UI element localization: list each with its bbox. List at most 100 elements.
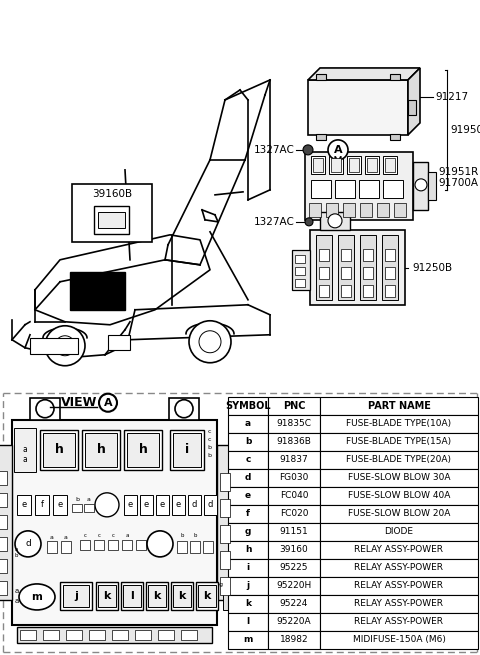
Text: RELAY ASSY-POWER: RELAY ASSY-POWER (355, 599, 444, 608)
Circle shape (199, 331, 221, 353)
Text: A: A (334, 145, 342, 155)
Bar (223, 582, 231, 610)
Text: b: b (14, 553, 18, 559)
Bar (66, 630, 82, 640)
Text: g: g (245, 527, 251, 536)
Bar (383, 156, 397, 174)
Bar (47, 541, 57, 553)
Bar (89, 630, 105, 640)
Bar (295, 255, 305, 263)
Text: e: e (22, 500, 26, 510)
Text: f: f (246, 510, 250, 518)
Bar (148, 585, 166, 607)
Bar (338, 235, 354, 300)
Text: 39160: 39160 (280, 546, 308, 554)
Text: c: c (84, 533, 86, 538)
Circle shape (15, 531, 41, 557)
Bar (17, 495, 31, 515)
Bar (85, 433, 117, 467)
Text: FC040: FC040 (280, 491, 308, 500)
Bar (158, 630, 174, 640)
Text: MIDIFUSE-150A (M6): MIDIFUSE-150A (M6) (353, 635, 445, 645)
Bar (268, 415, 320, 433)
Text: c: c (97, 533, 100, 538)
Bar (198, 585, 216, 607)
Bar (190, 541, 200, 553)
Bar (228, 613, 268, 631)
Text: a: a (23, 455, 27, 464)
Text: d: d (25, 539, 31, 548)
Bar (382, 235, 398, 300)
Bar (268, 397, 320, 415)
Bar (390, 134, 400, 140)
Ellipse shape (19, 584, 55, 610)
Text: d: d (208, 500, 213, 510)
Bar (84, 504, 94, 512)
Bar (173, 585, 191, 607)
Bar (316, 74, 326, 80)
Bar (320, 451, 478, 469)
Bar (363, 249, 373, 261)
Bar (385, 249, 395, 261)
Bar (268, 541, 320, 559)
Text: k: k (153, 591, 161, 601)
Text: i: i (185, 443, 189, 457)
Bar (228, 487, 268, 505)
Bar (96, 582, 118, 610)
Text: 91700A: 91700A (438, 178, 478, 188)
Text: k: k (245, 599, 251, 608)
Bar (94, 540, 104, 550)
Bar (320, 613, 478, 631)
Text: b: b (75, 497, 79, 502)
Bar (228, 505, 268, 523)
Bar (228, 469, 268, 487)
Bar (316, 134, 326, 140)
Bar (0, 581, 7, 595)
Bar (320, 559, 478, 577)
Bar (127, 433, 159, 467)
Bar (311, 156, 325, 174)
Bar (320, 595, 478, 613)
Bar (363, 267, 373, 279)
Text: 91837: 91837 (280, 455, 308, 464)
Text: 91151: 91151 (280, 527, 308, 536)
Text: e: e (160, 500, 165, 510)
Text: c: c (207, 438, 211, 442)
Circle shape (55, 336, 75, 356)
Polygon shape (308, 68, 420, 80)
Bar (108, 335, 130, 350)
Bar (428, 172, 436, 200)
Bar (320, 631, 478, 649)
Bar (383, 180, 403, 198)
Bar (146, 582, 168, 610)
Bar (268, 469, 320, 487)
Bar (30, 398, 60, 420)
Text: h: h (139, 443, 147, 457)
Text: e: e (58, 500, 62, 510)
Bar (181, 630, 197, 640)
Bar (341, 267, 351, 279)
Text: PART NAME: PART NAME (368, 401, 431, 411)
Bar (203, 541, 213, 553)
Bar (347, 156, 361, 174)
Bar (390, 74, 400, 80)
Text: a: a (125, 533, 129, 538)
Bar (228, 541, 268, 559)
Bar (228, 415, 268, 433)
Text: 91951R: 91951R (438, 167, 478, 177)
Bar (320, 415, 478, 433)
Bar (309, 203, 321, 217)
Text: b: b (207, 453, 211, 458)
Bar (220, 473, 230, 491)
Bar (341, 285, 351, 297)
Bar (320, 541, 478, 559)
Text: 95220A: 95220A (276, 618, 312, 626)
Bar (360, 235, 376, 300)
Text: FUSE-SLOW BLOW 40A: FUSE-SLOW BLOW 40A (348, 491, 450, 500)
Circle shape (305, 218, 313, 226)
Text: k: k (103, 591, 111, 601)
Bar (360, 203, 372, 217)
Text: DIODE: DIODE (384, 527, 413, 536)
Circle shape (303, 145, 313, 155)
Bar (30, 338, 78, 354)
